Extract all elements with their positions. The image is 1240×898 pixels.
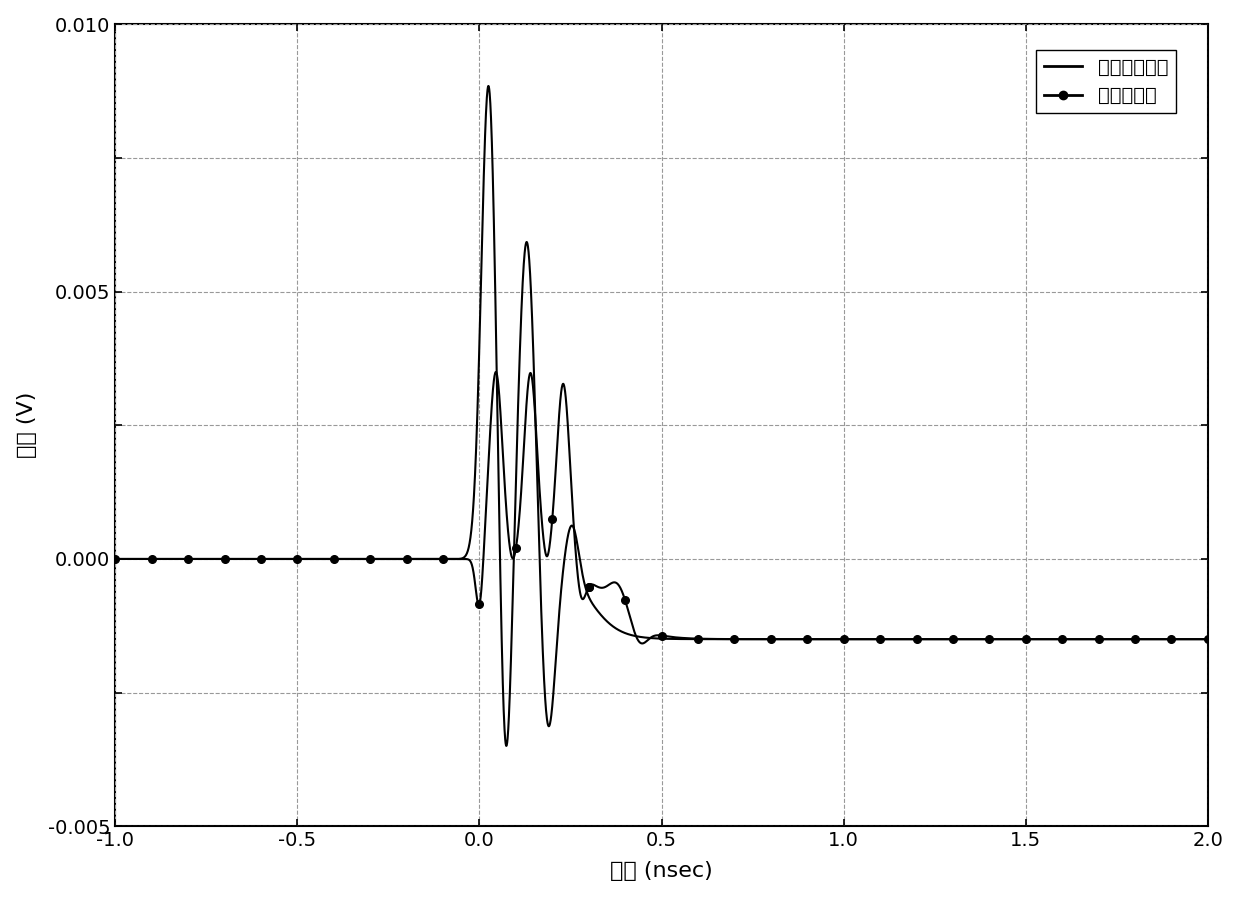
Legend: 未故障连接器, 故障连接器: 未故障连接器, 故障连接器 (1035, 50, 1177, 113)
Y-axis label: 电压 (V): 电压 (V) (16, 392, 37, 459)
X-axis label: 时间 (nsec): 时间 (nsec) (610, 861, 713, 881)
